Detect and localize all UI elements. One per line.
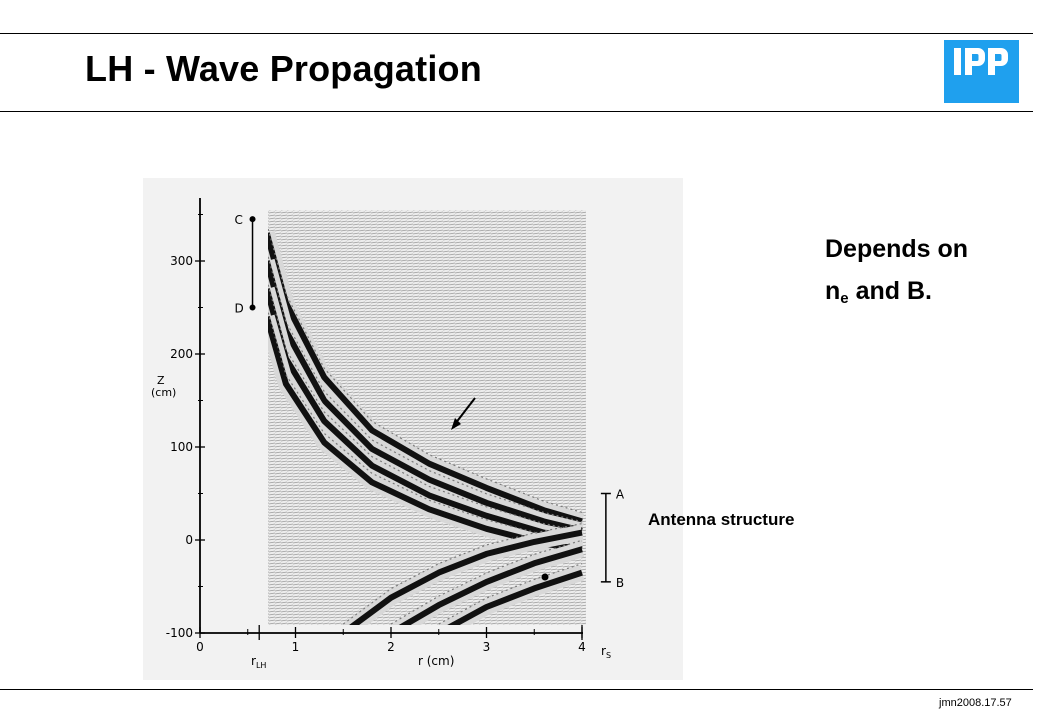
r-s-marker: rS — [601, 644, 611, 660]
wave-series-line — [447, 569, 583, 625]
ipp-logo — [944, 40, 1019, 103]
wave-series-line — [268, 260, 583, 534]
y-tick-label: -100 — [166, 626, 193, 640]
segment-label-bottom: D — [235, 302, 244, 316]
y-axis-label-unit: (cm) — [151, 386, 176, 399]
wave-series-fringe — [268, 309, 583, 541]
x-axis-label: r (cm) — [418, 654, 454, 668]
segment-end-dot — [249, 216, 256, 223]
y-tick-label: 100 — [170, 440, 193, 454]
ne-symbol: n — [825, 277, 841, 305]
y-tick-label: 300 — [170, 254, 193, 268]
wave-series-fringe — [342, 523, 583, 625]
x-tick-label: 3 — [483, 640, 491, 654]
ipp-logo-mark — [954, 48, 1008, 75]
wave-series-line — [349, 529, 583, 625]
dependence-rest: and B. — [848, 277, 932, 305]
title-rule — [0, 111, 1033, 112]
x-tick-label: 4 — [578, 640, 586, 654]
wave-series-line — [398, 546, 583, 625]
antenna-label: Antenna structure — [648, 510, 795, 529]
spot-marker — [541, 573, 549, 581]
footer-code: jmn2008.17.57 — [939, 697, 1012, 709]
slide-title: LH - Wave Propagation — [85, 48, 482, 89]
x-ticks: 0 1 2 3 4 — [196, 625, 586, 654]
segment-label-top: A — [616, 488, 625, 502]
ne-subscript: e — [840, 290, 849, 307]
top-rule — [0, 33, 1033, 34]
x-tick-label: 1 — [292, 640, 300, 654]
x-tick-label: 0 — [196, 640, 204, 654]
dependence-line-2: ne and B. — [825, 270, 968, 320]
segment-label-bottom: B — [616, 576, 624, 590]
wave-series-fringe — [268, 226, 583, 513]
arrow-annotation — [451, 397, 476, 430]
y-tick-label: 0 — [185, 533, 193, 547]
wave-series-line — [268, 288, 583, 543]
wave-series-layer — [268, 226, 585, 625]
r-lh-marker: rLH — [251, 654, 266, 670]
y-ticks: -100 0 100 200 300 — [166, 214, 205, 640]
wave-series-fringe — [268, 282, 583, 532]
y-tick-label: 200 — [170, 347, 193, 361]
footer-rule — [0, 689, 1033, 690]
wave-series-line — [268, 232, 583, 525]
dependence-note: Depends on ne and B. — [825, 228, 968, 320]
wave-series-fringe — [268, 254, 583, 523]
wave-series-fringe — [438, 563, 583, 625]
segment-label-top: C — [235, 213, 243, 227]
x-tick-label: 2 — [387, 640, 395, 654]
y-axis-label-z: Z — [157, 374, 165, 387]
wave-series-fringe — [390, 539, 583, 625]
segment-markers: C D A B — [235, 213, 625, 590]
dependence-line-1: Depends on — [825, 235, 969, 263]
segment-end-dot — [249, 304, 256, 311]
